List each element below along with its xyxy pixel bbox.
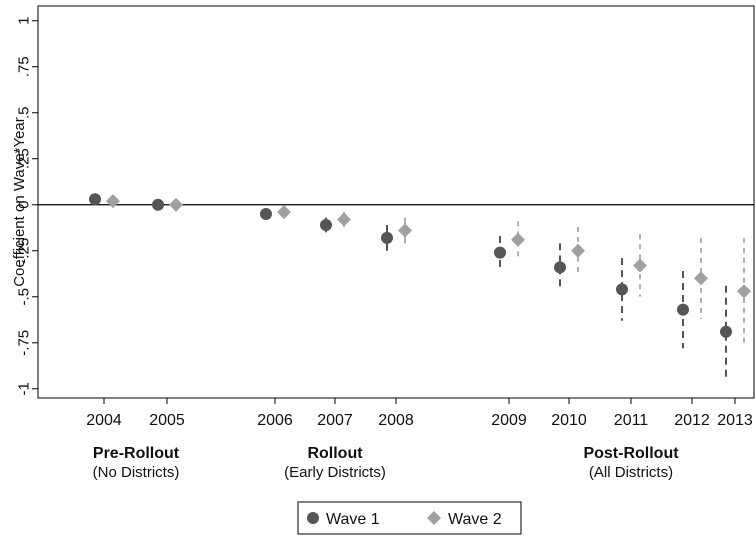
x-tick-label: 2008: [378, 412, 414, 429]
y-tick-label: -.5: [16, 288, 33, 306]
legend-marker-wave-2: [427, 511, 441, 525]
point-wave-2: [633, 258, 647, 273]
x-tick-label: 2007: [317, 412, 353, 429]
period-subtitle: (No Districts): [93, 464, 180, 481]
point-wave-1: [677, 303, 689, 316]
point-wave-1: [494, 246, 506, 259]
x-tick-label: 2010: [551, 412, 587, 429]
point-wave-1: [320, 219, 332, 232]
point-wave-1: [554, 261, 566, 274]
x-tick-label: 2012: [674, 412, 710, 429]
y-tick-label: -.25: [16, 238, 33, 264]
y-tick-label: .25: [16, 148, 33, 169]
point-wave-1: [381, 231, 393, 244]
point-wave-2: [398, 223, 412, 238]
x-tick-label: 2006: [257, 412, 293, 429]
period-subtitle: (All Districts): [589, 464, 673, 481]
point-wave-1: [260, 207, 272, 220]
point-wave-1: [616, 283, 628, 296]
period-subtitle: (Early Districts): [284, 464, 386, 481]
legend-marker-wave-1: [307, 512, 319, 524]
point-wave-1: [720, 325, 732, 338]
x-tick-label: 2013: [717, 412, 753, 429]
point-wave-2: [694, 271, 708, 286]
legend-box: [297, 501, 522, 535]
y-axis-title: Coefficient on Wave*Year: [11, 117, 28, 287]
y-tick-label: -.75: [16, 330, 33, 356]
x-tick-label: 2005: [149, 412, 185, 429]
legend-label-wave-1: Wave 1: [326, 511, 380, 528]
point-wave-1: [152, 198, 164, 211]
point-wave-2: [511, 232, 525, 247]
point-wave-1: [89, 193, 101, 206]
point-wave-2: [571, 243, 585, 258]
point-wave-2: [169, 197, 183, 212]
y-tick-label: .5: [16, 106, 33, 119]
point-wave-2: [106, 194, 120, 209]
x-tick-label: 2011: [614, 412, 649, 429]
y-tick-label: .75: [16, 56, 33, 77]
y-tick-label: 1: [16, 17, 33, 25]
plot-area-frame: [37, 5, 755, 399]
period-title: Post-Rollout: [583, 445, 679, 462]
x-tick-label: 2009: [491, 412, 527, 429]
y-tick-label: 0: [16, 201, 33, 209]
point-wave-2: [277, 205, 291, 220]
y-tick-label: -1: [16, 382, 33, 395]
legend-label-wave-2: Wave 2: [448, 511, 502, 528]
point-wave-2: [737, 284, 751, 299]
x-tick-label: 2004: [86, 412, 122, 429]
period-title: Pre-Rollout: [93, 445, 180, 462]
period-title: Rollout: [307, 445, 363, 462]
point-wave-2: [337, 212, 351, 227]
